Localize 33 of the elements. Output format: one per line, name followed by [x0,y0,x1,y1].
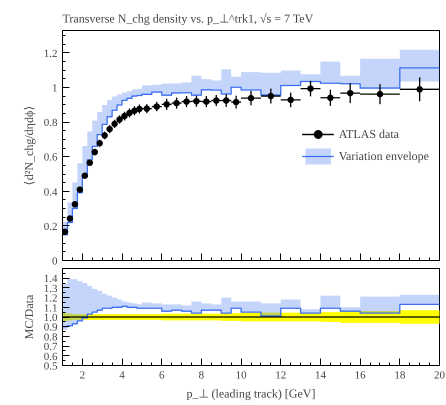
y-tick-label: 0.8 [44,331,58,344]
x-tick-label: 2 [80,370,86,382]
legend-label: Variation envelope [338,148,429,164]
legend-label: ATLAS data [338,126,400,142]
x-tick-label: 12 [275,370,286,382]
x-tick-label: 10 [236,370,248,382]
x-tick-label: 16 [354,370,366,382]
x-tick-label: 20 [434,370,446,382]
y-tick-label: 0.8 [44,117,58,130]
y-tick-label: 1.4 [44,273,58,286]
y-axis-title: MC/Data [22,294,36,340]
y-axis-title: ⟨d²N_chg/dηdϕ⟩ [22,106,36,186]
y-tick-label: 0.4 [44,186,58,198]
y-tick-label: 1.2 [44,292,58,305]
x-tick-label: 8 [198,370,205,382]
x-tick-label: 4 [119,370,126,382]
y-tick-label: 1.3 [44,282,58,295]
y-tick-label: 1.2 [44,48,58,60]
x-tick-label: 18 [394,370,406,382]
x-tick-label: 14 [314,370,326,382]
y-tick-label: 0.6 [44,350,58,363]
y-tick-label: 0.2 [44,220,58,233]
y-tick-label: 0.7 [44,341,58,354]
y-tick-label: 1.1 [44,302,58,314]
y-tick-label: 0.9 [44,322,58,334]
y-tick-label: 1 [52,82,58,95]
chart-title: Transverse N_chg density vs. p_⊥^trk1, √s = 7 TeV [62,12,314,26]
x-axis-title: p_⊥ (leading track) [GeV] [186,386,316,400]
y-tick-label: 0.6 [44,152,58,164]
x-tick-label: 6 [158,370,165,382]
y-tick-label: 1.0 [44,312,58,324]
y-tick-label: 0 [52,256,58,268]
y-tick-label: 0.5 [44,360,58,372]
